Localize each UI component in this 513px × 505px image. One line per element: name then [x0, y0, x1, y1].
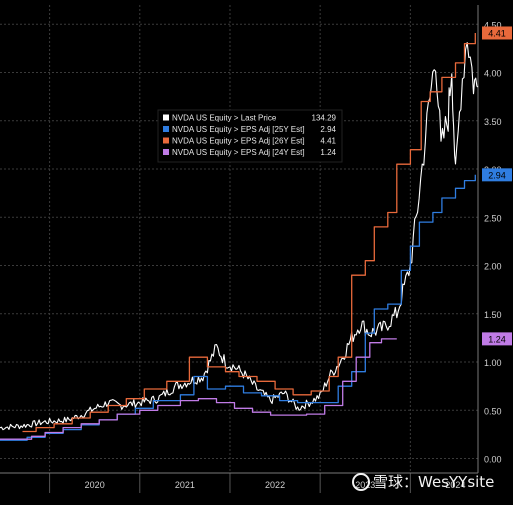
legend: NVDA US Equity > Last Price 134.29 NVDA US…: [157, 109, 343, 163]
y-tick-label: 4.00: [484, 69, 502, 79]
legend-name-3: NVDA US Equity > EPS Adj [24Y Est]: [172, 148, 305, 157]
legend-swatch-1: [163, 126, 169, 132]
y-tick-label: 4.50: [484, 20, 502, 30]
end-label-box-3: [482, 332, 512, 346]
legend-swatch-3: [163, 149, 169, 155]
y-tick-label: 1.50: [484, 310, 502, 320]
x-tick-label: 2020: [85, 480, 105, 490]
end-label-3: 1.24: [488, 334, 506, 344]
series-line-2: [22, 33, 476, 433]
x-tick-label: 2021: [175, 480, 195, 490]
y-tick-label: 3.50: [484, 117, 502, 127]
x-tick-label: 2022: [265, 480, 285, 490]
legend-swatch-0: [163, 114, 169, 121]
y-tick-label: 2.50: [484, 213, 502, 223]
snowball-logo-icon: [352, 473, 370, 491]
y-tick-label: 1.00: [484, 358, 502, 368]
series-line-3: [0, 338, 397, 440]
series-line-0: [0, 42, 479, 431]
series-layer: [0, 33, 479, 441]
end-label-2: 4.41: [488, 28, 506, 38]
x-tick-label: 2024: [445, 480, 465, 490]
end-labels: 2.94 4.41 1.24: [482, 26, 512, 346]
y-tick-label: 2.00: [484, 262, 502, 272]
end-label-box-1: [482, 168, 512, 182]
legend-box: [157, 109, 343, 163]
y-tick-label: 0.00: [484, 455, 502, 465]
end-label-1: 2.94: [488, 170, 506, 180]
legend-name-0: NVDA US Equity > Last Price: [172, 114, 277, 123]
watermark-text: 雪球：WesYYsite: [373, 473, 495, 491]
legend-value-0: 134.29: [312, 114, 337, 123]
legend-value-2: 4.41: [320, 137, 336, 146]
legend-value-1: 2.94: [320, 125, 336, 134]
legend-name-1: NVDA US Equity > EPS Adj [25Y Est]: [172, 125, 305, 134]
legend-value-3: 1.24: [320, 148, 336, 157]
legend-name-2: NVDA US Equity > EPS Adj [26Y Est]: [172, 137, 305, 146]
grid: [0, 5, 478, 473]
legend-swatch-2: [163, 137, 169, 144]
watermark: 雪球：WesYYsite: [352, 471, 494, 492]
end-label-box-2: [482, 26, 512, 40]
y-tick-label: 0.50: [484, 406, 502, 416]
